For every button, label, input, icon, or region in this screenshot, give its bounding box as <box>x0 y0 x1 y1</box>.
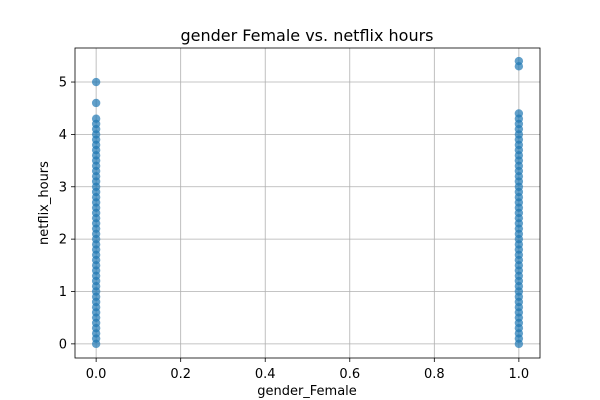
x-tick-label: 0.6 <box>339 367 360 382</box>
chart-title: gender Female vs. netflix hours <box>180 26 433 45</box>
y-tick-label: 0 <box>59 337 67 352</box>
x-axis-label: gender_Female <box>257 384 357 399</box>
y-tick-label: 4 <box>59 128 67 143</box>
x-tick-label: 0.0 <box>86 367 107 382</box>
scatter-point <box>514 62 524 71</box>
y-axis-label: netflix_hours <box>37 161 52 245</box>
y-tick-label: 3 <box>59 180 67 195</box>
scatter-point <box>91 98 101 108</box>
x-tick-label: 1.0 <box>509 367 530 382</box>
scatter-point <box>91 77 101 87</box>
plot-frame <box>74 47 541 359</box>
scatter-points <box>91 56 524 349</box>
y-axis-ticks: 0 1 2 3 4 5 <box>59 76 75 352</box>
x-tick-label: 0.8 <box>424 367 445 382</box>
x-axis-ticks: 0.0 0.2 0.4 0.6 0.8 1.0 <box>86 358 529 382</box>
y-tick-label: 2 <box>59 233 67 248</box>
x-tick-label: 0.2 <box>170 367 191 382</box>
scatter-point <box>514 339 524 349</box>
y-tick-label: 1 <box>59 285 67 300</box>
x-tick-label: 0.4 <box>255 367 276 382</box>
scatter-point <box>91 339 101 349</box>
y-tick-label: 5 <box>59 76 67 91</box>
